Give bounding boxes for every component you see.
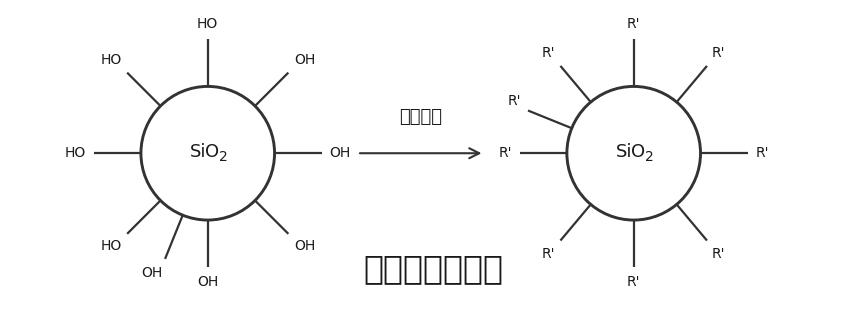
Text: R': R': [755, 146, 769, 160]
Text: R': R': [542, 247, 556, 261]
Text: HO: HO: [101, 53, 121, 67]
Text: HO: HO: [101, 239, 121, 253]
Text: R': R': [627, 275, 641, 289]
Text: OH: OH: [294, 53, 315, 67]
Text: OH: OH: [329, 146, 351, 160]
Circle shape: [141, 86, 275, 220]
Text: OH: OH: [294, 239, 315, 253]
Text: 2: 2: [644, 150, 653, 164]
Text: 白炭黑改性机理: 白炭黑改性机理: [363, 252, 504, 285]
Circle shape: [567, 86, 701, 220]
Text: Si: Si: [190, 143, 206, 161]
Text: R': R': [712, 46, 726, 60]
Text: 2: 2: [218, 150, 227, 164]
Text: R': R': [712, 247, 726, 261]
Text: Si: Si: [616, 143, 633, 161]
Text: R': R': [499, 146, 512, 160]
Text: R': R': [507, 93, 521, 108]
Text: HO: HO: [65, 146, 86, 160]
Text: OH: OH: [197, 275, 218, 289]
Text: 改性处理: 改性处理: [399, 108, 442, 126]
Text: O: O: [205, 143, 219, 161]
Text: HO: HO: [197, 18, 218, 31]
Text: OH: OH: [140, 266, 162, 280]
Text: R': R': [627, 18, 641, 31]
Text: R': R': [542, 46, 556, 60]
Text: O: O: [631, 143, 645, 161]
